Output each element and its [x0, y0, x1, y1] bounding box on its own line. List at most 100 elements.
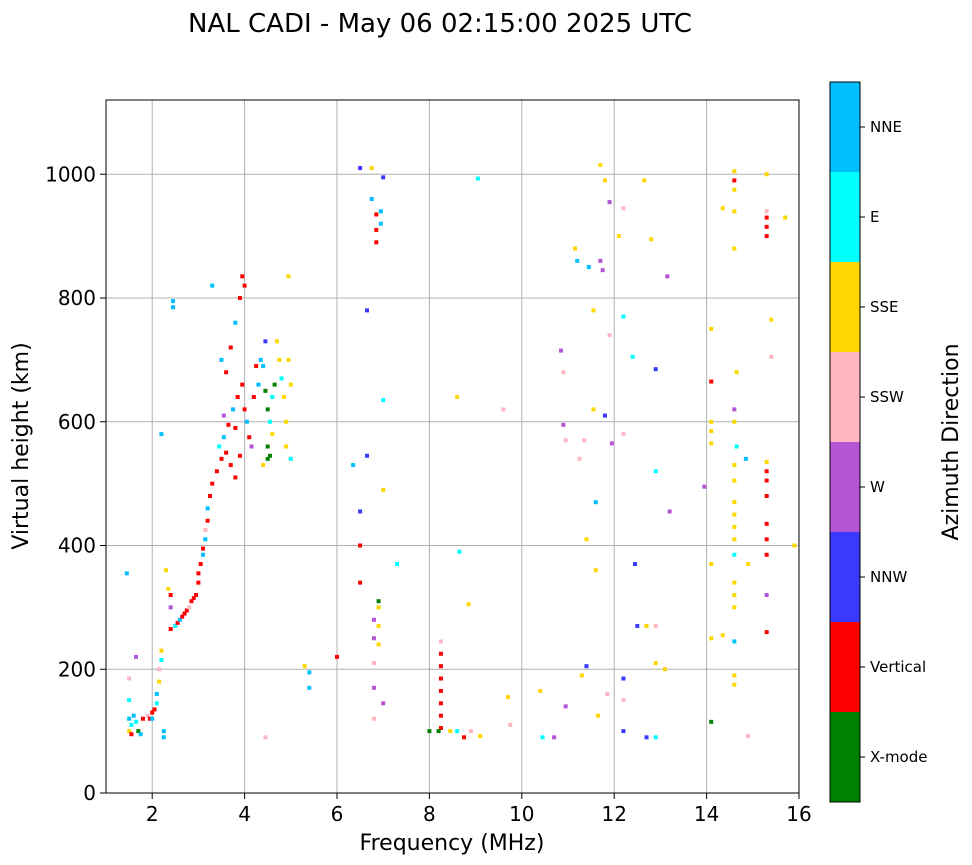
data-point	[438, 676, 443, 681]
data-point	[268, 419, 273, 424]
x-tick-label: 4	[238, 802, 251, 826]
data-point	[732, 552, 737, 557]
data-point	[621, 432, 626, 437]
data-point	[263, 339, 268, 344]
data-point	[140, 716, 145, 721]
data-point	[732, 512, 737, 517]
data-point	[358, 166, 363, 171]
data-point	[159, 657, 164, 662]
data-point	[607, 200, 612, 205]
data-point	[242, 283, 247, 288]
data-point	[475, 176, 480, 181]
data-point	[134, 654, 139, 659]
data-point	[602, 413, 607, 418]
data-point	[732, 419, 737, 424]
data-point	[734, 444, 739, 449]
data-point	[168, 627, 173, 632]
data-point	[374, 212, 379, 217]
x-tick-label: 10	[509, 802, 534, 826]
data-point	[427, 729, 432, 734]
data-point	[286, 274, 291, 279]
data-point	[505, 695, 510, 700]
data-point	[598, 258, 603, 263]
colorbar-label: NNE	[870, 118, 902, 136]
data-point	[154, 692, 159, 696]
colorbar-label: SSE	[870, 298, 899, 316]
data-point	[358, 580, 363, 585]
data-point	[764, 537, 769, 542]
colorbar: X-mode Vertical NNW W SSW SSE E NNE	[829, 81, 927, 803]
colorbar-label: W	[870, 478, 885, 496]
data-point	[709, 719, 714, 724]
colorbar-label: Vertical	[870, 658, 926, 676]
x-tick-label: 14	[694, 802, 719, 826]
data-point	[376, 642, 381, 647]
data-point	[764, 552, 769, 557]
data-point	[127, 698, 132, 703]
data-point	[563, 704, 568, 709]
data-point	[579, 673, 584, 678]
y-tick-label: 1000	[45, 162, 96, 186]
data-point	[184, 608, 189, 613]
data-point	[194, 593, 199, 597]
data-point	[653, 623, 658, 628]
plot-frame	[105, 99, 800, 794]
data-point	[196, 580, 201, 585]
data-point	[189, 599, 194, 604]
data-point	[653, 367, 658, 372]
data-point	[732, 478, 737, 483]
data-point	[265, 456, 270, 461]
colorbar-segment	[830, 622, 860, 712]
data-point	[307, 685, 312, 690]
data-point	[743, 456, 748, 461]
data-point	[224, 450, 229, 455]
data-point	[221, 413, 226, 418]
data-point	[764, 494, 769, 498]
data-point	[792, 543, 797, 548]
data-point	[168, 593, 173, 597]
x-tick-label: 8	[423, 802, 436, 826]
data-point	[240, 274, 245, 279]
data-point	[395, 562, 400, 567]
colorbar-segment	[830, 82, 860, 172]
grid-lines	[106, 100, 800, 794]
data-point	[593, 568, 598, 573]
data-point	[256, 382, 261, 387]
data-point	[602, 178, 607, 183]
data-point	[616, 234, 621, 239]
data-point	[129, 722, 134, 727]
data-point	[369, 197, 374, 201]
data-point	[621, 206, 626, 211]
data-point	[228, 345, 233, 350]
data-point	[244, 419, 249, 424]
data-point	[251, 395, 256, 399]
data-point	[374, 240, 379, 245]
data-point	[249, 444, 254, 449]
data-point	[237, 453, 242, 458]
data-point	[783, 215, 788, 220]
x-axis-ticks: 2 4 6 8 10 12 14 16	[146, 793, 812, 826]
colorbar-segment	[830, 712, 860, 802]
colorbar-segment	[830, 442, 860, 532]
data-point	[632, 562, 637, 567]
colorbar-segment	[830, 172, 860, 262]
data-point	[600, 268, 605, 273]
x-tick-label: 2	[146, 802, 159, 826]
colorbar-segment	[830, 532, 860, 622]
data-point	[732, 246, 737, 251]
data-point	[462, 735, 467, 740]
data-point	[764, 234, 769, 239]
data-point	[438, 701, 443, 706]
data-point	[335, 654, 339, 659]
data-point	[286, 357, 291, 362]
x-tick-label: 16	[786, 802, 811, 826]
data-point	[302, 664, 307, 669]
data-point	[217, 444, 222, 449]
data-point	[561, 370, 566, 375]
colorbar-label: NNW	[870, 568, 907, 586]
data-point	[732, 682, 737, 687]
data-point	[665, 274, 670, 279]
data-point	[376, 623, 381, 628]
colorbar-label: E	[870, 208, 879, 226]
data-point	[214, 469, 219, 474]
